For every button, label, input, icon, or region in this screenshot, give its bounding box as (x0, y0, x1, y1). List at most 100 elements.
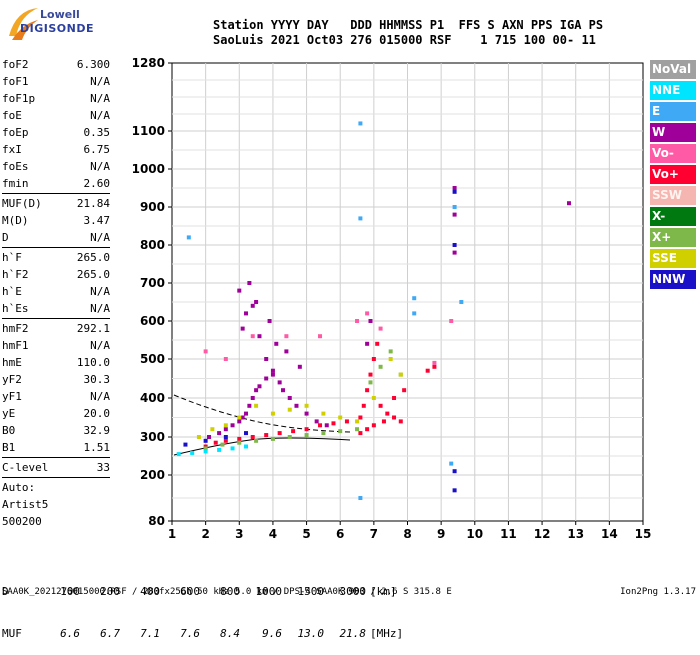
data-point (277, 380, 282, 385)
panel-separator (2, 318, 110, 319)
table-cell: 3000 (339, 585, 367, 598)
parameter-value: 1.51 (83, 441, 111, 454)
parameter-panel: foF2 6.300 foF1 N/A foF1p N/A foE N/A foEp 0.35 fx… (2, 56, 110, 530)
parameter-name: D (2, 231, 9, 244)
y-tick-label: 900 (140, 200, 165, 214)
data-point (254, 403, 259, 408)
data-point (402, 388, 407, 393)
data-point (324, 423, 329, 428)
footer-version: Ion2Png 1.3.17 (620, 587, 696, 597)
parameter-name: foEp (2, 126, 29, 139)
parameter-value: N/A (90, 109, 110, 122)
data-point (250, 396, 255, 400)
data-point (449, 461, 454, 466)
parameter-row: h`E N/A (2, 283, 110, 300)
polarization-legend: NoVal NNE E W Vo- Vo+ SSW X- X+ SSE NNW (650, 60, 696, 291)
data-point (217, 447, 222, 452)
parameter-row: foF1 N/A (2, 73, 110, 90)
x-tick-label: 10 (466, 527, 483, 541)
data-point (264, 433, 269, 438)
parameter-name: B0 (2, 424, 16, 437)
data-point (270, 368, 275, 373)
table-row-label: MUF (2, 627, 22, 640)
y-tick-label: 300 (140, 430, 165, 444)
logo-swoosh-icon (9, 8, 38, 40)
data-point (398, 419, 403, 424)
y-tick-label: 800 (140, 238, 165, 252)
x-tick-label: 12 (534, 527, 551, 541)
parameter-row: MUF(D) 21.84 (2, 195, 110, 212)
data-point (378, 326, 383, 331)
data-point (287, 435, 292, 439)
parameter-name: MUF(D) (2, 197, 42, 210)
parameter-name: hmF1 (2, 339, 29, 352)
data-point (452, 469, 457, 474)
data-point (355, 319, 360, 323)
parameter-name: hmF2 (2, 322, 29, 335)
parameter-name: foF1p (2, 92, 36, 105)
data-point (304, 411, 309, 416)
data-point (230, 423, 235, 428)
legend-item: SSE (650, 249, 696, 268)
data-point (240, 326, 245, 331)
x-tick-label: 14 (601, 527, 618, 541)
data-point (355, 427, 360, 432)
table-cell: 8.4 (220, 627, 240, 640)
data-point (213, 440, 218, 445)
legend-item: SSW (650, 186, 696, 205)
data-point (264, 357, 269, 361)
parameter-row: foEp 0.35 (2, 124, 110, 141)
data-point (388, 357, 393, 361)
parameter-row: h`F 265.0 (2, 249, 110, 266)
data-point (223, 423, 228, 428)
parameter-value: N/A (90, 302, 110, 315)
parameter-row: hmF2 292.1 (2, 320, 110, 337)
data-point (371, 357, 376, 361)
x-tick-label: 8 (403, 527, 411, 541)
parameter-value: 265.0 (76, 251, 110, 264)
station-header: Station YYYY DAY DDD HHMMSS P1 FFS S AXN… (213, 18, 603, 48)
data-point (338, 429, 343, 434)
data-point (566, 201, 571, 206)
data-point (244, 411, 249, 416)
data-point (459, 300, 464, 304)
parameter-name: yF2 (2, 373, 22, 386)
table-cell: 1500 (297, 585, 325, 598)
data-point (392, 396, 397, 400)
data-point (237, 436, 242, 441)
x-tick-label: 6 (336, 527, 344, 541)
parameter-row: foF1p N/A (2, 90, 110, 107)
parameter-name: foE (2, 109, 22, 122)
data-point (392, 415, 397, 420)
data-point (250, 435, 255, 439)
data-point (358, 216, 363, 221)
data-point (247, 281, 252, 285)
x-tick-label: 4 (269, 527, 277, 541)
legend-item: NNE (650, 81, 696, 100)
data-point (385, 411, 390, 416)
data-point (257, 334, 262, 339)
data-point (254, 388, 259, 393)
panel-separator (2, 477, 110, 478)
data-point (237, 288, 242, 293)
data-point (371, 423, 376, 428)
data-point (217, 431, 222, 436)
parameter-value: 2.60 (83, 177, 111, 190)
parameter-name: fxI (2, 143, 22, 156)
parameter-name: foF1 (2, 75, 29, 88)
panel-separator (2, 193, 110, 194)
data-point (375, 341, 380, 346)
x-tick-label: 3 (235, 527, 243, 541)
parameter-row: h`F2 265.0 (2, 266, 110, 283)
data-point (344, 419, 349, 424)
parameter-row: yE 20.0 (2, 405, 110, 422)
parameter-name: fmin (2, 177, 29, 190)
table-cell: 13.0 (297, 627, 325, 640)
table-cell: 1000 (255, 585, 283, 598)
parameter-value: N/A (90, 390, 110, 403)
muf-table: D 100 200 400 600 800 1000 1500 3000 [km] MUF 6.6 6… (2, 557, 403, 655)
data-point (365, 341, 370, 346)
y-tick-label: 1280 (132, 56, 165, 70)
parameter-value: 20.0 (83, 407, 111, 420)
autoscaling-info: Auto: (2, 481, 36, 494)
